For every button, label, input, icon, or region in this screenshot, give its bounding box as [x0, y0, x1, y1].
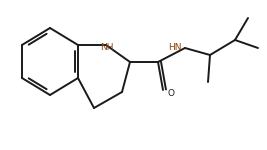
Text: NH: NH [100, 44, 113, 52]
Text: HN: HN [168, 44, 182, 52]
Text: O: O [168, 90, 175, 99]
